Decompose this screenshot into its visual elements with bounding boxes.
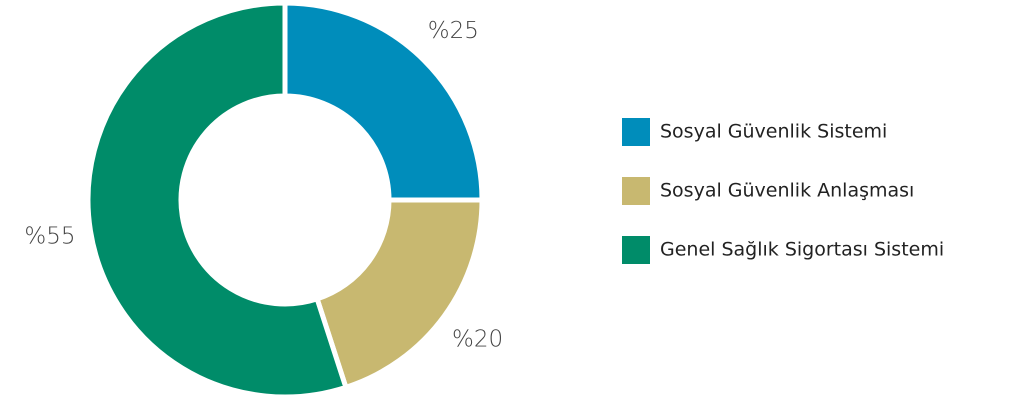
- legend-label: Sosyal Güvenlik Sistemi: [660, 121, 887, 143]
- value-label: %20: [452, 326, 503, 352]
- value-label: %25: [428, 18, 479, 44]
- legend-swatch: [622, 177, 650, 205]
- slice: [282, 0, 485, 203]
- slice: [85, 0, 350, 400]
- legend-label: Sosyal Güvenlik Anlaşması: [660, 180, 914, 202]
- legend-swatch: [622, 236, 650, 264]
- legend-swatch: [622, 118, 650, 146]
- value-label: %55: [24, 224, 75, 250]
- slice: [313, 197, 485, 391]
- legend-label: Genel Sağlık Sigortası Sistemi: [660, 239, 944, 261]
